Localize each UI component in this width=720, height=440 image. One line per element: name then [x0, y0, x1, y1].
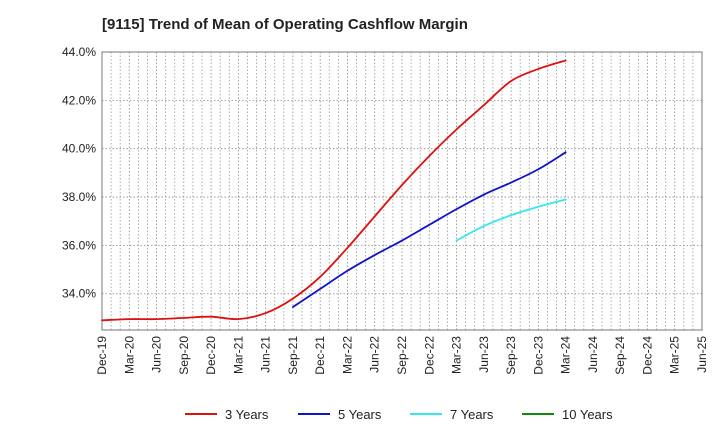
x-tick-label: Jun-22: [368, 336, 382, 373]
y-tick-label: 40.0%: [62, 142, 96, 156]
legend-label-5-years: 5 Years: [338, 407, 382, 422]
legend-label-7-years: 7 Years: [450, 407, 494, 422]
x-tick-label: Sep-23: [504, 336, 518, 375]
x-tick-label: Jun-23: [477, 336, 491, 373]
x-tick-label: Sep-21: [286, 336, 300, 375]
x-tick-label: Jun-20: [150, 336, 164, 373]
series-line-5-years: [292, 151, 567, 308]
x-tick-label: Mar-22: [340, 336, 354, 374]
x-tick-label: Mar-24: [559, 336, 573, 374]
x-tick-label: Mar-20: [122, 336, 136, 374]
plot-border: [101, 51, 703, 331]
x-tick-label: Jun-24: [586, 336, 600, 373]
y-tick-label: 36.0%: [62, 238, 96, 252]
plot-area: [102, 52, 702, 330]
x-tick-label: Jun-25: [695, 336, 709, 373]
x-tick-label: Dec-23: [531, 336, 545, 375]
chart-title: [9115] Trend of Mean of Operating Cashfl…: [102, 16, 468, 33]
x-tick-label: Mar-21: [231, 336, 245, 374]
x-tick-label: Sep-24: [613, 336, 627, 375]
legend-label-3-years: 3 Years: [225, 407, 269, 422]
series-line-7-years: [455, 198, 567, 242]
x-tick-label: Dec-20: [204, 336, 218, 375]
x-tick-label: Dec-24: [640, 336, 654, 375]
series-line-3-years: [101, 59, 567, 322]
x-tick-label: Dec-19: [95, 336, 109, 375]
x-tick-label: Mar-23: [450, 336, 464, 374]
x-tick-label: Sep-22: [395, 336, 409, 375]
y-tick-label: 38.0%: [62, 190, 96, 204]
legend-label-10-years: 10 Years: [562, 407, 613, 422]
y-tick-label: 42.0%: [62, 93, 96, 107]
x-tick-label: Mar-25: [668, 336, 682, 374]
x-tick-label: Dec-21: [313, 336, 327, 375]
x-tick-label: Sep-20: [177, 336, 191, 375]
x-tick-label: Dec-22: [422, 336, 436, 375]
y-tick-label: 44.0%: [62, 45, 96, 59]
x-tick-label: Jun-21: [259, 336, 273, 373]
y-tick-label: 34.0%: [62, 287, 96, 301]
